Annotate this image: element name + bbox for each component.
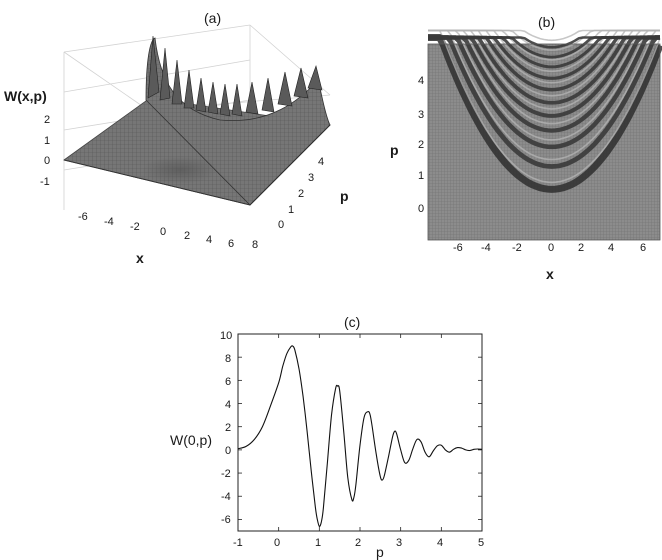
panel-b-fringe xyxy=(428,34,662,193)
panel-a-x-tick: 0 xyxy=(160,226,166,238)
panel-a-z-tick: 0 xyxy=(44,155,50,167)
panel-b-fringe xyxy=(428,36,660,49)
panel-c-x-tick: -1 xyxy=(233,537,243,549)
panel-c-y-tick: 4 xyxy=(225,399,231,411)
panel-b-fringe xyxy=(428,35,660,169)
panel-b-x-tick: 4 xyxy=(608,242,614,254)
panel-b-x-tick: -4 xyxy=(481,242,491,254)
panel-a-label: (a) xyxy=(204,10,222,26)
panel-c-x-tick: 4 xyxy=(437,537,443,549)
panel-c-tick-marks xyxy=(237,333,483,531)
panel-a-p-tick: 3 xyxy=(308,172,314,184)
panel-b-p-label: p xyxy=(390,142,399,158)
panel-b-fringe-highlight xyxy=(428,29,661,184)
panel-b-p-tick: 1 xyxy=(418,170,424,182)
panel-b-p-tick: 2 xyxy=(418,139,424,151)
panel-c-line-plot: 10 8 6 4 2 0 -2 -4 -6 -1 0 1 2 3 4 5 xyxy=(220,330,484,549)
panel-a-x-tick: 2 xyxy=(184,230,190,242)
panel-c-x-tick: 2 xyxy=(355,537,361,549)
panel-a-p-tick: 4 xyxy=(318,156,324,168)
panel-a-x-label: x xyxy=(136,250,144,266)
panel-c-y-tick: -4 xyxy=(221,491,231,503)
panel-a-z-tick: -1 xyxy=(40,176,50,188)
panel-b-fringe-highlight xyxy=(428,29,660,125)
panel-a-x-tick: -2 xyxy=(130,221,140,233)
panel-c-x-tick: 3 xyxy=(396,537,402,549)
panel-b-fringe-highlight xyxy=(428,29,660,141)
panel-b-x-tick: -6 xyxy=(453,242,463,254)
panel-b-p-tick: 0 xyxy=(418,203,424,215)
panel-a-z-tick: 1 xyxy=(44,135,50,147)
panel-a-peaks xyxy=(147,35,323,117)
panel-c-y-tick: -2 xyxy=(221,468,231,480)
panel-b-fringe-highlight xyxy=(428,29,660,161)
panel-a-p-tick: 1 xyxy=(288,204,294,216)
panel-a-p-ticks: 0 1 2 3 4 xyxy=(278,156,324,231)
panel-b-fringe xyxy=(428,35,660,150)
panel-c-x-label: p xyxy=(376,544,384,560)
panel-a-x-tick: -4 xyxy=(104,216,114,228)
panel-b-x-tick: -2 xyxy=(512,242,522,254)
panel-c-y-tick: 10 xyxy=(220,330,232,342)
panel-c-series-line xyxy=(237,345,483,527)
panel-c-x-tick: 5 xyxy=(478,537,484,549)
panel-b-density-plot: 4 3 2 1 0 -6 -4 -2 0 2 4 6 xyxy=(418,29,662,254)
panel-c-frame xyxy=(237,333,483,532)
panel-c-x-tick: 1 xyxy=(315,537,321,549)
panel-c-y-tick: 2 xyxy=(225,422,231,434)
panel-b-p-tick: 4 xyxy=(418,75,424,87)
panel-b-x-tick: 2 xyxy=(578,242,584,254)
panel-a-z-tick: 2 xyxy=(44,114,50,126)
panel-a-x-tick: -6 xyxy=(78,211,88,223)
panel-c-y-label: W(0,p) xyxy=(170,432,212,448)
panel-a-z-label: W(x,p) xyxy=(4,88,47,104)
panel-a-p-tick: 0 xyxy=(278,219,284,231)
panel-b-x-tick: 6 xyxy=(640,242,646,254)
panel-a-surface-plot: 2 1 0 -1 -6 -4 -2 0 2 4 6 8 0 1 2 3 4 xyxy=(40,24,331,251)
panel-a-x-tick: 4 xyxy=(206,234,212,246)
panel-b-fringe xyxy=(428,35,660,133)
panel-b-fringes xyxy=(428,29,662,193)
panel-b-x-label: x xyxy=(546,266,554,282)
panel-c-label: (c) xyxy=(344,314,361,330)
panel-b-x-tick: 0 xyxy=(548,242,554,254)
panel-a-p-label: p xyxy=(340,188,349,204)
panel-a-x-tick: 8 xyxy=(252,239,258,251)
panel-a-x-tick: 6 xyxy=(228,238,234,250)
panel-b-p-tick: 3 xyxy=(418,109,424,121)
panel-c-y-tick: 6 xyxy=(225,376,231,388)
panel-c-x-tick: 0 xyxy=(274,537,280,549)
panel-a-p-tick: 2 xyxy=(298,188,304,200)
panel-a-x-ticks: -6 -4 -2 0 2 4 6 8 xyxy=(78,211,258,251)
panel-c-y-tick: -6 xyxy=(221,514,231,526)
panel-b-fringe-highlight xyxy=(428,29,660,42)
panel-c-y-tick: 0 xyxy=(225,445,231,457)
panel-c-y-tick: 8 xyxy=(225,353,231,365)
panel-b-label: (b) xyxy=(538,14,556,30)
